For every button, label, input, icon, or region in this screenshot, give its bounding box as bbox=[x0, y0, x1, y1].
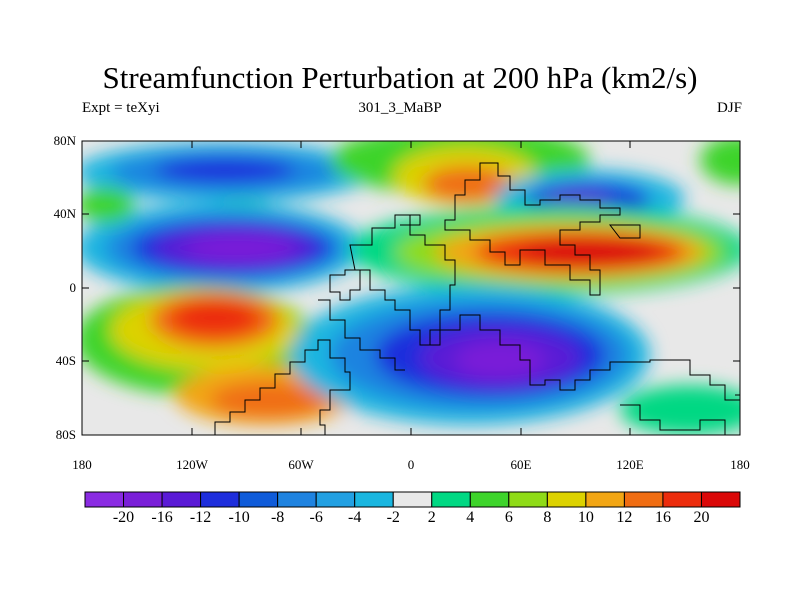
x-tick-label: 180 bbox=[72, 457, 92, 472]
colorbar-label: -20 bbox=[112, 509, 135, 526]
colorbar-box bbox=[508, 491, 548, 508]
colorbar-label: 16 bbox=[654, 509, 671, 526]
colorbar-label: -2 bbox=[386, 509, 400, 526]
colorbar-box bbox=[662, 491, 702, 508]
colorbar-label: -4 bbox=[348, 509, 362, 526]
x-tick-label: 120E bbox=[616, 457, 644, 472]
y-tick-label: 40S bbox=[55, 353, 76, 368]
axis-ticks bbox=[81, 140, 741, 436]
colorbar-label: 4 bbox=[466, 509, 475, 526]
colorbar-box bbox=[161, 491, 202, 508]
y-tick-label: 40N bbox=[53, 206, 76, 221]
colorbar-box bbox=[431, 491, 471, 508]
colorbar-box bbox=[623, 491, 664, 508]
colorbar-label: -10 bbox=[228, 509, 250, 526]
x-tick-label: 120W bbox=[176, 457, 208, 472]
colorbar-box bbox=[546, 491, 587, 508]
colorbar-box bbox=[238, 491, 279, 508]
x-tick-label: 60W bbox=[288, 457, 314, 472]
colorbar-label: 2 bbox=[427, 509, 436, 526]
plot-title: Streamfunction Perturbation at 200 hPa (… bbox=[102, 60, 698, 95]
colorbar-box bbox=[585, 491, 625, 508]
experiment-label: Expt = teXyi bbox=[82, 100, 160, 116]
coastline-outlines bbox=[214, 162, 740, 435]
y-tick-label: 0 bbox=[69, 280, 77, 295]
colorbar-box bbox=[354, 491, 394, 508]
x-tick-label: 180 bbox=[730, 457, 750, 472]
colorbar-box bbox=[392, 491, 433, 508]
colorbar-box bbox=[123, 491, 163, 508]
colorbar-box bbox=[315, 491, 356, 508]
season-label: DJF bbox=[716, 100, 742, 116]
x-tick-label: 60E bbox=[510, 457, 532, 472]
colorbar-label: 10 bbox=[577, 509, 594, 526]
y-tick-label: 80S bbox=[55, 427, 76, 442]
x-tick-label: 0 bbox=[407, 457, 415, 472]
streamfunction-field bbox=[82, 141, 740, 435]
colorbar-label: -16 bbox=[151, 509, 173, 526]
colorbar-box bbox=[84, 491, 125, 508]
colorbar-box bbox=[469, 491, 510, 508]
colorbar-label: 20 bbox=[693, 509, 710, 526]
colorbar-label: 8 bbox=[543, 509, 552, 526]
colorbar-box bbox=[277, 491, 317, 508]
colorbar-label: 12 bbox=[616, 509, 633, 526]
y-tick-label: 80N bbox=[53, 133, 76, 148]
colorbar-box bbox=[700, 491, 741, 508]
colorbar-label: -6 bbox=[309, 509, 323, 526]
colorbar-box bbox=[200, 491, 240, 508]
colorbar-label: -8 bbox=[270, 509, 285, 526]
colorbar-label: -12 bbox=[189, 509, 212, 526]
case-label: 301_3_MaBP bbox=[358, 100, 442, 116]
colorbar-label: 6 bbox=[504, 509, 513, 526]
colorbar bbox=[84, 491, 741, 508]
